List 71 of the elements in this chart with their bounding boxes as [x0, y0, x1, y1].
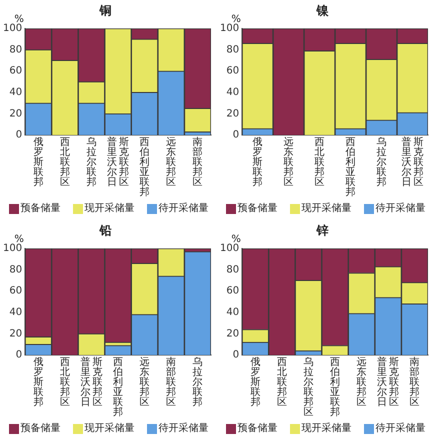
- y-tick-label: 40: [226, 86, 240, 98]
- category-label: 普里沃尔日斯克联邦区: [80, 357, 102, 408]
- x-tick-label: 远东联邦区: [283, 137, 294, 188]
- x-tick-label: 西北联邦区: [59, 137, 70, 188]
- x-tick-label: 俄罗斯联邦: [32, 137, 44, 188]
- y-tick-label: 20: [9, 108, 22, 120]
- y-tick-label: 20: [226, 328, 240, 340]
- x-tick-label: 乌拉尔联邦: [376, 137, 388, 188]
- y-tick-label: 80: [226, 44, 240, 56]
- y-tick-label: 40: [9, 86, 22, 98]
- y-tick-label: 60: [226, 286, 240, 297]
- x-tick-label: 远东联邦区: [139, 357, 150, 408]
- legend-label: 待开采储量: [376, 203, 426, 214]
- category-label: 普里沃尔日斯克联邦区: [402, 137, 424, 188]
- x-tick-label: 乌拉尔联邦: [192, 357, 204, 408]
- x-tick-label: 南部联邦区: [409, 357, 420, 408]
- legend-label: 待开采储量: [158, 423, 208, 434]
- chart-title: 锌: [316, 223, 328, 238]
- legend-label: 预备储量: [238, 423, 278, 434]
- x-tick-label: 西伯利亚联邦: [139, 137, 150, 198]
- y-axis-title: %: [14, 14, 24, 25]
- chart-title: 镍: [316, 3, 330, 18]
- legend-label: 现开采储量: [302, 423, 352, 434]
- x-tick-label: 远东联邦区: [356, 357, 368, 408]
- x-tick-label: 西伯利亚联邦: [345, 137, 356, 198]
- x-tick-label: 乌拉尔联邦: [86, 137, 97, 188]
- y-tick-label: 20: [226, 108, 240, 120]
- chart-title: 铅: [98, 223, 112, 238]
- y-axis-title: %: [231, 14, 241, 25]
- y-tick-label: 0: [232, 350, 240, 361]
- y-tick-label: 80: [226, 264, 240, 276]
- x-tick-label: 乌拉尔联邦区: [302, 357, 314, 418]
- y-tick-label: 40: [226, 306, 240, 318]
- legend-label: 现开采储量: [84, 423, 134, 434]
- x-tick-label: 西伯利亚联邦: [112, 357, 124, 418]
- x-tick-label: 西北联邦区: [59, 357, 70, 408]
- y-tick-label: 0: [16, 350, 22, 361]
- x-tick-label: 南部联邦区: [166, 357, 177, 408]
- category-label: 普里沃尔日斯克联邦区: [107, 137, 130, 188]
- legend-label: 预备储量: [20, 203, 60, 214]
- x-tick-label: 西北联邦区: [276, 357, 288, 408]
- y-tick-label: 20: [9, 328, 22, 340]
- category-label: 普里沃尔日斯克联邦区: [377, 357, 400, 408]
- y-tick-label: 100: [220, 242, 240, 254]
- y-axis-title: %: [14, 234, 24, 245]
- y-axis-title: %: [231, 234, 241, 245]
- legend-label: 预备储量: [238, 203, 278, 214]
- y-tick-label: 0: [16, 130, 22, 141]
- legend-label: 待开采储量: [158, 203, 208, 214]
- legend-label: 现开采储量: [84, 203, 134, 214]
- y-tick-label: 100: [220, 22, 240, 34]
- y-tick-label: 100: [2, 242, 22, 254]
- y-tick-label: 60: [9, 66, 22, 77]
- x-tick-label: 西北联邦区: [314, 137, 326, 188]
- y-tick-label: 0: [232, 130, 240, 141]
- y-tick-label: 60: [226, 66, 240, 77]
- x-tick-label: 西伯利亚联邦: [330, 357, 341, 418]
- y-tick-label: 40: [9, 306, 22, 318]
- x-tick-label: 俄罗斯联邦: [252, 137, 264, 188]
- legend-label: 预备储量: [20, 423, 60, 434]
- x-tick-label: 俄罗斯联邦: [32, 357, 44, 408]
- chart-title: 铜: [98, 3, 112, 18]
- x-tick-label: 远东联邦区: [166, 137, 177, 188]
- y-tick-label: 100: [2, 22, 22, 34]
- y-tick-label: 80: [9, 44, 22, 56]
- x-tick-label: 俄罗斯联邦: [250, 357, 261, 408]
- legend-label: 待开采储量: [376, 423, 426, 434]
- y-tick-label: 80: [9, 264, 22, 276]
- y-tick-label: 60: [9, 286, 22, 297]
- legend-label: 现开采储量: [302, 203, 352, 214]
- x-tick-label: 南部联邦区: [192, 137, 204, 188]
